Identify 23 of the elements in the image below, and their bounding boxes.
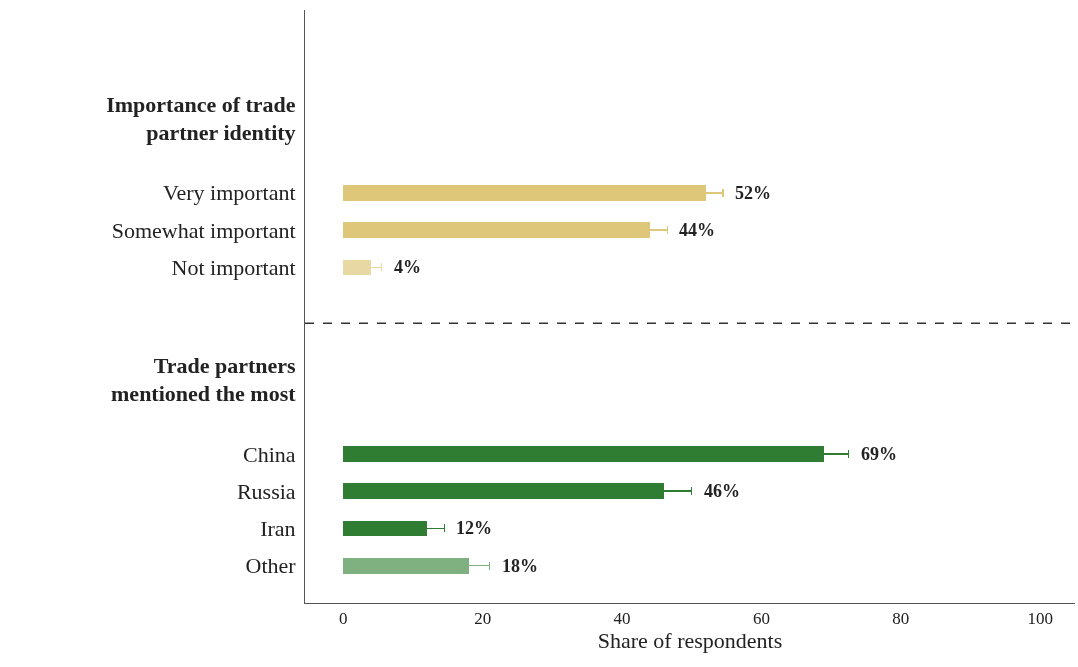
data-label: 12% — [456, 518, 492, 538]
data-label: 46% — [704, 481, 740, 501]
x-axis-title: Share of respondents — [597, 628, 783, 654]
x-tick-label: 80 — [892, 609, 910, 629]
data-label: 69% — [861, 444, 897, 464]
data-label: 4% — [394, 257, 421, 277]
x-tick-label: 0 — [339, 609, 348, 629]
y-tick-label: Somewhat important — [111, 217, 296, 243]
y-tick-label: Russia — [236, 478, 296, 504]
y-tick-label: Trade partners mentioned the most — [111, 352, 297, 407]
y-tick-label: Other — [245, 553, 297, 579]
x-tick-label: 20 — [474, 609, 492, 629]
y-tick-label: Very important — [163, 180, 296, 206]
x-tick-label: 60 — [752, 609, 770, 629]
data-label: 52% — [735, 183, 771, 203]
y-tick-label: Not important — [171, 255, 296, 281]
y-tick-label: Iran — [260, 516, 296, 542]
x-tick-label: 100 — [1027, 609, 1053, 629]
y-tick-label: Importance of trade partner identity — [106, 91, 296, 146]
y-tick-label: China — [243, 441, 296, 467]
data-label: 44% — [679, 220, 715, 240]
x-tick-label: 40 — [613, 609, 631, 629]
data-label: 18% — [502, 556, 538, 576]
